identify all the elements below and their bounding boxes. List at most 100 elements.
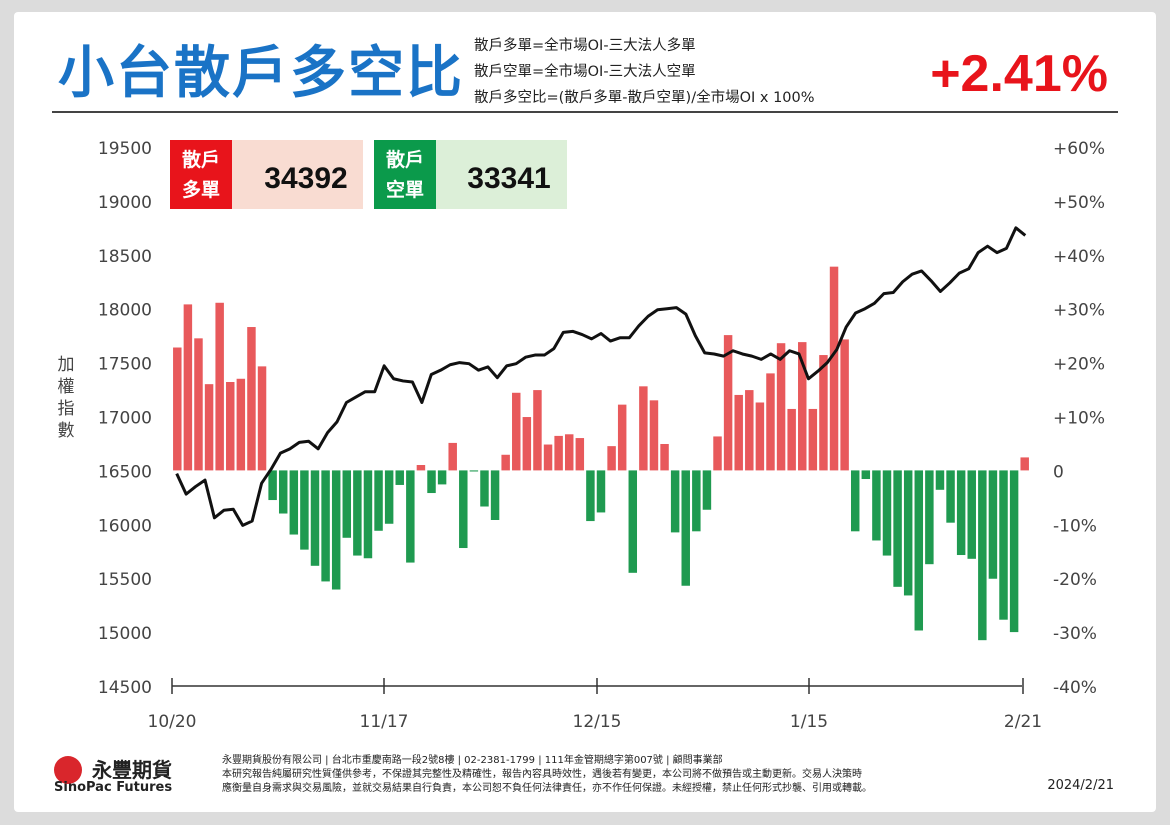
ratio-bar [278, 470, 288, 514]
report-date: 2024/2/21 [1047, 778, 1114, 793]
brand-name-en: SinoPac Futures [54, 780, 173, 795]
ratio-bar [596, 470, 606, 513]
ratio-bar [448, 442, 457, 471]
ratio-bar [723, 335, 733, 471]
ratio-bar [268, 470, 277, 501]
ratio-bar [946, 470, 955, 523]
page-title: 小台散戶多空比 [58, 41, 464, 106]
left-tick-label: 17000 [98, 409, 152, 429]
long-value-bg [232, 140, 363, 209]
ratio-bar [236, 378, 246, 471]
ratio-bar [310, 470, 320, 566]
short-badge [374, 140, 436, 209]
ratio-bar [988, 470, 998, 579]
disclaimer-line: 永豐期貨股份有限公司 | 台北市重慶南路一段2號8樓 | 02-2381-179… [222, 755, 723, 766]
left-axis-label-char: 指 [58, 399, 75, 419]
long-badge [170, 140, 232, 209]
ratio-bar [607, 446, 616, 471]
ratio-bar [903, 470, 913, 596]
ratio-bar [543, 444, 553, 471]
ratio-bar [459, 470, 468, 549]
sinopac-logo-icon [54, 756, 82, 784]
right-tick-label: +50% [1053, 193, 1105, 213]
ratio-bar [406, 470, 415, 563]
ratio-bar [861, 470, 871, 480]
ratio-bar [437, 470, 447, 485]
ratio-bar [554, 435, 563, 471]
header-divider [52, 111, 1118, 113]
left-tick-label: 17500 [98, 355, 152, 375]
disclaimer-line: 本研究報告純屬研究性質僅供參考，不保證其完整性及精確性，報告內容具時效性，遇後若… [222, 769, 862, 780]
ratio-value: +2.41% [930, 45, 1108, 103]
x-tick-label: 1/15 [790, 712, 828, 732]
ratio-bar [978, 470, 987, 641]
ratio-bar [639, 386, 648, 471]
ratio-bar [427, 470, 436, 494]
short-badge-label-1: 散戶 [386, 148, 424, 171]
ratio-bar [480, 470, 489, 507]
ratio-bar [469, 470, 479, 472]
ratio-bar [713, 436, 722, 471]
right-tick-label: +10% [1053, 409, 1105, 429]
index-line [175, 226, 1027, 527]
long-stat-box: 散戶 多單 34392 [170, 140, 363, 209]
left-axis-label-char: 數 [58, 421, 75, 441]
ratio-bar [967, 470, 976, 559]
ratio-bar [522, 417, 532, 471]
right-tick-label: -30% [1053, 624, 1097, 644]
ratio-bar [257, 366, 267, 471]
ratio-bar [734, 394, 743, 471]
ratio-bar [628, 470, 638, 573]
ratio-bar [1020, 457, 1029, 471]
ratio-bar [321, 470, 330, 582]
formula-long: 散戶多單=全市場OI-三大法人多單 [474, 38, 696, 54]
ratio-bar [183, 304, 193, 471]
ratio-bar [935, 470, 945, 490]
ratio-bar [850, 470, 860, 532]
left-tick-label: 18500 [98, 247, 152, 267]
ratio-bar [755, 402, 765, 471]
ratio-bar [745, 390, 754, 471]
ratio-bar [776, 343, 786, 471]
formula-short: 散戶空單=全市場OI-三大法人空單 [474, 64, 696, 80]
right-tick-label: +20% [1053, 355, 1105, 375]
left-axis-label-char: 權 [58, 377, 75, 397]
ratio-bar [925, 470, 934, 565]
ratio-bar [226, 382, 235, 471]
ratio-bar [342, 470, 352, 538]
ratio-bar [702, 470, 712, 510]
left-tick-label: 18000 [98, 301, 152, 321]
x-tick-label: 11/17 [360, 712, 409, 732]
ratio-bar [660, 443, 669, 471]
right-tick-label: -20% [1053, 570, 1097, 590]
ratio-bar [215, 302, 224, 471]
ratio-bar [289, 470, 299, 535]
ratio-bar [956, 470, 966, 556]
ratio-bar [1009, 470, 1019, 633]
formula-notes: 散戶多單=全市場OI-三大法人多單 散戶空單=全市場OI-三大法人空單 散戶多空… [474, 33, 815, 111]
ratio-bar [681, 470, 690, 586]
left-tick-label: 19500 [98, 139, 152, 159]
ratio-bar [564, 434, 574, 471]
left-axis-label: 加權指數 [58, 355, 75, 441]
ratio-bar [766, 373, 775, 471]
ratio-bar [649, 400, 659, 471]
left-tick-label: 16500 [98, 462, 152, 482]
ratio-bar [819, 355, 828, 471]
ratio-bar [692, 470, 701, 532]
ratio-bar [575, 438, 585, 471]
ratio-bar [808, 408, 818, 471]
ratio-bar [670, 470, 680, 533]
ratio-bar [353, 470, 362, 556]
short-badge-label-2: 空單 [386, 178, 424, 201]
left-axis-label-char: 加 [58, 355, 75, 375]
short-stat-box: 散戶 空單 33341 [374, 140, 567, 209]
ratio-bar [882, 470, 892, 556]
ratio-bar [586, 470, 595, 522]
ratio-bar [787, 408, 796, 471]
left-tick-label: 15000 [98, 624, 152, 644]
ratio-bar [395, 470, 404, 485]
right-tick-label: -10% [1053, 516, 1097, 536]
ratio-bar [617, 404, 627, 471]
x-tick-label: 10/20 [148, 712, 197, 732]
